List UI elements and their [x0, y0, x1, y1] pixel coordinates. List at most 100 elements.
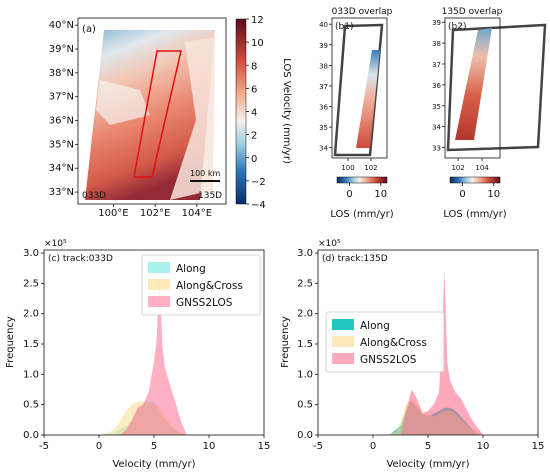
map-a-overlap-box: [133, 50, 182, 178]
y-tick-label: 35: [432, 103, 441, 111]
legend-swatch: [332, 353, 354, 364]
legend-swatch: [332, 319, 354, 330]
x-tick-label: 100: [341, 164, 354, 172]
panel-b1-label: (b1): [335, 22, 353, 32]
y-tick-label: 38: [319, 62, 328, 70]
legend-swatch: [148, 262, 170, 273]
y-tick-label: 0.0: [23, 430, 39, 441]
panel-a-track-label-2: 135D: [198, 191, 222, 201]
y-tick-label: 34: [432, 124, 441, 132]
panel-d-multiplier: ×10⁵: [318, 239, 341, 249]
panel-d-ylabel: Frequency: [280, 316, 291, 368]
x-tick-label: 10: [203, 441, 216, 452]
colorbar-tick-label: 10: [374, 189, 387, 200]
y-tick-label: 2.0: [297, 309, 313, 320]
panel-b2-axes: 102 104 33 34 35 36 37 38 39: [432, 19, 489, 172]
colorbar-tick-label: 10: [251, 38, 264, 49]
y-tick-label: 33: [432, 145, 441, 153]
panel-c-series: [99, 271, 187, 435]
map-a-footprint-2: [170, 37, 215, 200]
y-tick-label: 2.0: [23, 309, 39, 320]
legend-label: GNSS2LOS: [360, 354, 417, 366]
y-tick-label: 38: [432, 40, 441, 48]
colorbar-a: [235, 18, 247, 205]
colorbar-b2-ticks: 0 10: [459, 183, 500, 200]
colorbar-tick-label: 4: [251, 108, 257, 119]
x-tick-label: 10: [477, 441, 490, 452]
colorbar-tick-label: 0: [251, 154, 257, 165]
legend-label: GNSS2LOS: [176, 297, 233, 309]
panel-c-axes: -5 0 5 10 15 0.0 0.5 1.0 1.5 2.0 2.5 3.0: [23, 248, 270, 452]
colorbar-tick-label: 12: [251, 15, 264, 26]
x-tick-label: 15: [258, 441, 271, 452]
x-tick-label: -5: [39, 441, 49, 452]
y-tick-label: 35°N: [49, 139, 74, 150]
map-b2-footprint: [446, 23, 547, 152]
y-tick-label: 1.0: [23, 369, 39, 380]
panel-a-track-label: 033D: [82, 191, 106, 201]
panel-c: -5 0 5 10 15 0.0 0.5 1.0 1.5 2.0 2.5 3.0 (c) track:…: [5, 239, 270, 470]
map-b2-frame: [444, 17, 501, 159]
panel-c-legend: Along Along&Cross GNSS2LOS: [141, 254, 261, 316]
colorbar-tick-label: −2: [251, 177, 266, 188]
legend-swatch: [332, 336, 354, 347]
y-tick-label: 35: [319, 124, 328, 132]
y-tick-label: 2.5: [23, 278, 39, 289]
legend-label: Along&Cross: [360, 337, 427, 349]
legend-box: [325, 311, 445, 373]
y-tick-label: 37: [319, 83, 328, 91]
legend-swatch: [148, 279, 170, 290]
panel-d-label: (d) track:135D: [322, 254, 388, 264]
y-tick-label: 40°N: [49, 20, 74, 31]
panel-d-frame: [317, 249, 539, 436]
legend-label: Along: [176, 263, 206, 275]
map-b1-footprint: [333, 23, 384, 157]
y-tick-label: 2.5: [297, 278, 313, 289]
colorbar-tick-label: 6: [251, 84, 257, 95]
map-a-noise-blob: [96, 80, 150, 125]
panel-d: -5 0 5 10 15 0.0 0.5 1.0 1.5 2.0 2.5 3.0 (d) track:…: [280, 239, 544, 470]
colorbar-b2: [449, 176, 501, 184]
panel-b2: 135D overlap (b2) 102 104 33 34 35 36 37 38 39 0…: [432, 7, 547, 220]
panel-d-legend: Along Along&Cross GNSS2LOS: [325, 311, 445, 373]
y-tick-label: 36: [432, 82, 441, 90]
x-tick-label: 104: [475, 164, 489, 172]
x-tick-label: 5: [425, 441, 431, 452]
panel-c-frame: [43, 249, 265, 436]
panel-a: (a) 033D 135D 100 km 100°E 102°E 104°E 33°N…: [49, 15, 292, 219]
y-tick-label: 34°N: [49, 163, 74, 174]
colorbar-b1-ticks: 0 10: [346, 183, 387, 200]
y-tick-label: 33°N: [49, 187, 74, 198]
x-tick-label: -5: [313, 441, 323, 452]
panel-c-ylabel: Frequency: [5, 316, 16, 368]
panel-b1-title: 033D overlap: [332, 7, 393, 17]
y-tick-label: 39: [432, 19, 441, 27]
x-tick-label: 102: [364, 164, 377, 172]
panel-a-label: (a): [82, 24, 96, 35]
x-tick-label: 104°E: [182, 208, 212, 219]
colorbar-tick-label: 0: [459, 189, 465, 200]
map-b2-overlap: [455, 28, 492, 140]
x-tick-label: 102: [451, 164, 464, 172]
map-b1-frame: [331, 17, 388, 159]
colorbar-b2-label: LOS (mm/yr): [443, 209, 506, 220]
panel-b2-label: (b2): [448, 22, 466, 32]
y-tick-label: 39: [319, 42, 328, 50]
y-tick-label: 0.5: [23, 400, 39, 411]
panel-d-xlabel: Velocity (mm/yr): [386, 459, 469, 470]
panel-c-xlabel: Velocity (mm/yr): [112, 459, 195, 470]
panel-b2-title: 135D overlap: [442, 7, 503, 17]
panel-c-multiplier: ×10⁵: [44, 239, 67, 249]
x-tick-label: 0: [370, 441, 376, 452]
legend-label: Along: [360, 320, 390, 332]
panel-d-axes: -5 0 5 10 15 0.0 0.5 1.0 1.5 2.0 2.5 3.0: [297, 248, 544, 452]
colorbar-a-ticks: 12 10 8 6 4 2 0 −2 −4: [246, 15, 266, 211]
y-tick-label: 40: [319, 21, 328, 29]
y-tick-label: 37: [432, 61, 441, 69]
legend-swatch: [148, 296, 170, 307]
y-tick-label: 34: [319, 145, 328, 153]
y-tick-label: 3.0: [297, 248, 313, 259]
x-tick-label: 100°E: [98, 208, 128, 219]
colorbar-b1: [336, 176, 388, 184]
